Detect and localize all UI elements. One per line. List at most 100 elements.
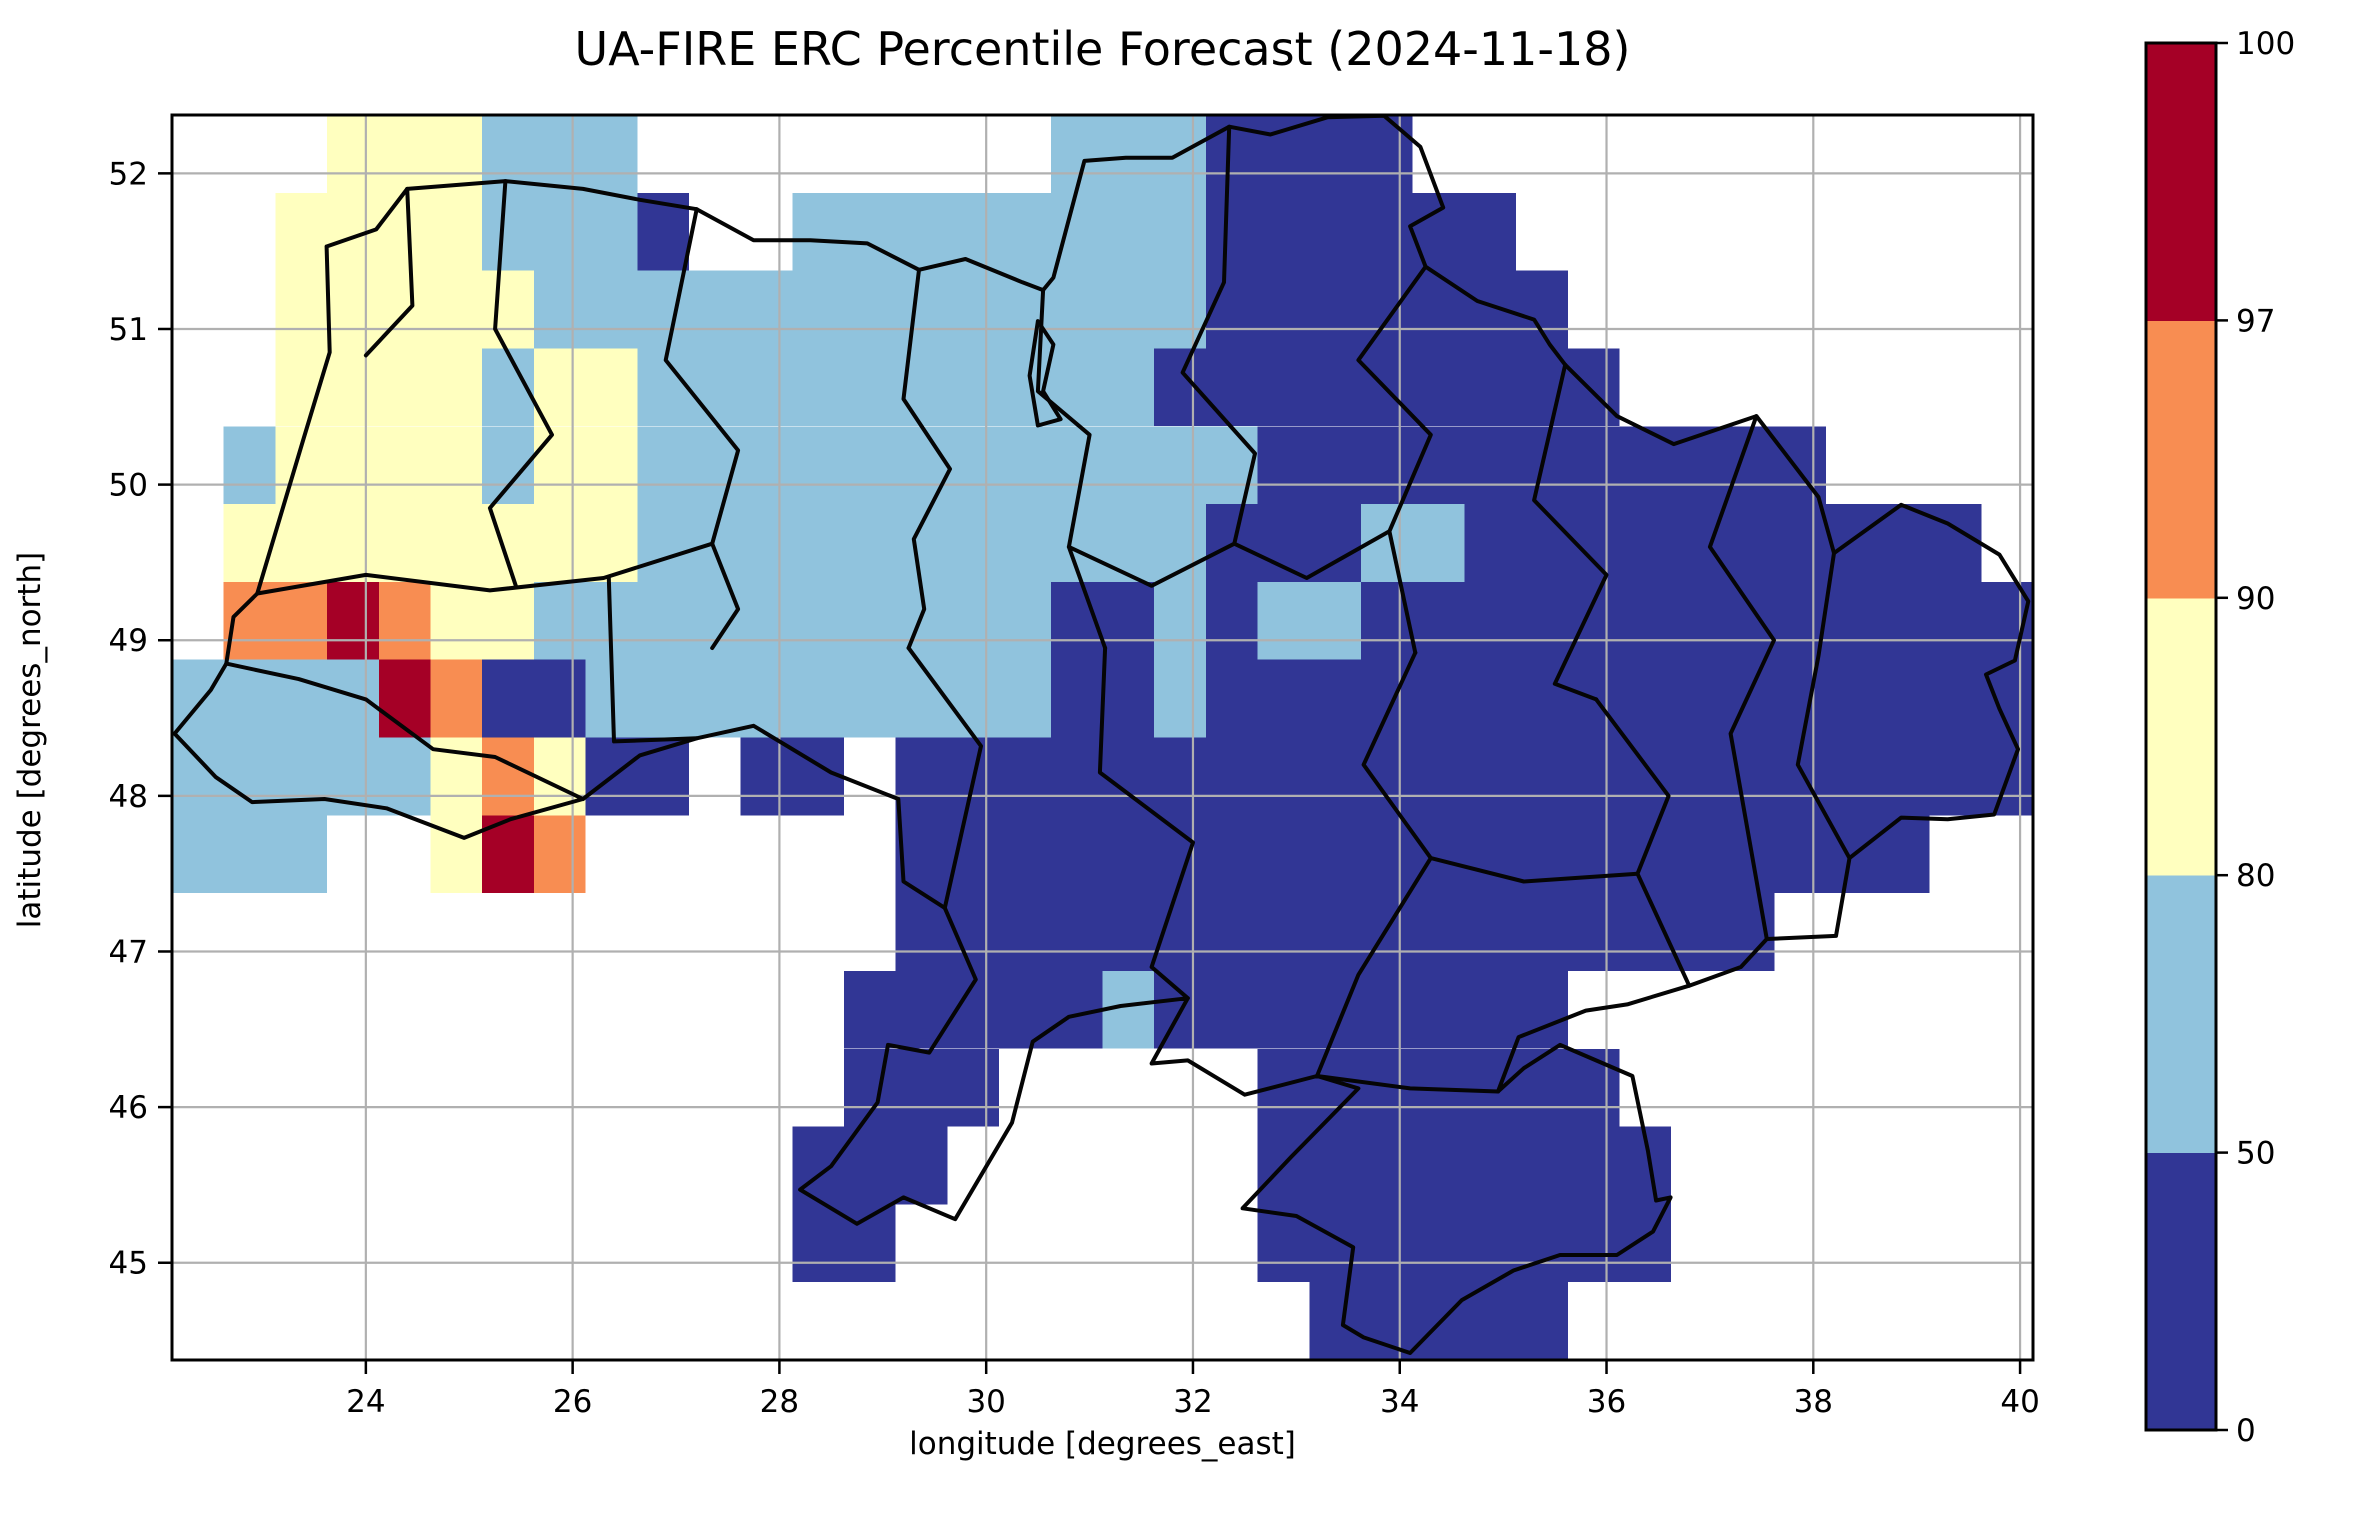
heatmap-cell [275,270,328,349]
heatmap-cell [999,581,1051,660]
colorbar-tick-label: 97 [2236,303,2275,339]
heatmap-cell [482,270,534,349]
heatmap-cell [1464,815,1517,894]
heatmap-cell [1464,1204,1517,1283]
heatmap-cell [1516,504,1568,582]
heatmap-cell [482,192,534,271]
heatmap-cell [1619,504,1672,582]
heatmap-cell [1412,270,1465,349]
heatmap-cell [1309,1126,1361,1205]
heatmap-cell [1412,581,1465,660]
colorbar-tick-label: 100 [2236,26,2295,62]
heatmap-cell [1102,737,1155,816]
heatmap-cell [1361,970,1413,1049]
border-line [1594,697,1692,988]
heatmap-cell [1102,348,1155,427]
heatmap-cell [792,1204,844,1283]
heatmap-cell [585,348,638,427]
heatmap-cell [740,270,793,349]
heatmap-cell [1774,426,1827,505]
heatmap-cell [1309,893,1361,971]
heatmap-cell [275,815,328,894]
heatmap-cell [1102,893,1155,971]
heatmap-cell [1205,659,1258,738]
heatmap-cell [533,192,586,271]
heatmap-cell [1205,970,1258,1049]
heatmap-cell [378,737,431,816]
heatmap-cell [999,893,1051,971]
heatmap-cell [1102,659,1155,738]
heatmap-cell [740,581,793,660]
colorbar-segment [2146,597,2216,876]
heatmap-cell [327,504,379,582]
heatmap-cell [1361,426,1413,505]
heatmap-cell [1257,192,1310,271]
heatmap-cell [275,737,328,816]
heatmap-cell [430,115,483,193]
heatmap-cell [1464,970,1517,1049]
heatmap-cell [1929,581,1982,660]
heatmap-cell [637,504,689,582]
heatmap-cell [1516,737,1568,816]
y-tick-label: 52 [109,156,148,192]
heatmap-cell [947,426,1000,505]
heatmap-cell [1877,581,1930,660]
border-line [1532,362,1609,702]
x-tick-label: 34 [1380,1384,1419,1420]
heatmap-cell [1050,815,1103,894]
heatmap-cell [533,504,586,582]
heatmap-cell [1412,504,1465,582]
heatmap-cell [1361,115,1413,193]
heatmap-cell [585,115,638,193]
heatmap-cell [585,192,638,271]
heatmap-cell [844,192,896,271]
heatmap-cell [1309,115,1361,193]
heatmap-cell [740,426,793,505]
heatmap-cell [1722,737,1775,816]
oblast-borders-layer [172,113,2031,1355]
y-tick-label: 48 [109,779,148,815]
heatmap-cell [895,659,948,738]
heatmap-cell [1257,270,1310,349]
heatmap-cell [1257,115,1310,193]
heatmap-cell [1412,815,1465,894]
heatmap-cell [1205,426,1258,505]
heatmap-cell [1309,737,1361,816]
x-tick-label: 30 [966,1384,1005,1420]
heatmap-cell [1929,737,1982,816]
border-line [363,186,415,358]
heatmap-cell [1257,348,1310,427]
heatmap-cell [637,426,689,505]
heatmap-cell [275,581,328,660]
heatmap-cell [1257,815,1310,894]
heatmap-cell [1464,348,1517,427]
heatmap-cell [1309,815,1361,894]
heatmap-cell [1567,815,1620,894]
colorbar-tick-label: 90 [2236,581,2275,617]
heatmap-cell [327,426,379,505]
heatmap-cell [1464,659,1517,738]
heatmap-cell [533,815,586,894]
heatmap-cell [1516,1126,1568,1205]
heatmap-cell [1567,1048,1620,1127]
heatmap-cell [1309,504,1361,582]
x-tick-label: 38 [1794,1384,1833,1420]
border-line [663,207,741,650]
y-tick-label: 49 [109,623,148,659]
heatmap-cell [1102,426,1155,505]
heatmap-cell [1205,348,1258,427]
heatmap-cell [740,659,793,738]
heatmap-cell [1929,659,1982,738]
heatmap-cell [1516,893,1568,971]
heatmap-cell [1567,426,1620,505]
x-tick-label: 26 [553,1384,592,1420]
border-line [1035,288,1108,650]
heatmap-cell [792,581,844,660]
heatmap-cell [430,659,483,738]
heatmap-cell [1102,115,1155,193]
heatmap-cell [1050,115,1103,193]
heatmap-cell [430,581,483,660]
heatmap-cell [1257,659,1310,738]
heatmap-cell [1309,426,1361,505]
heatmap-cell [1464,581,1517,660]
